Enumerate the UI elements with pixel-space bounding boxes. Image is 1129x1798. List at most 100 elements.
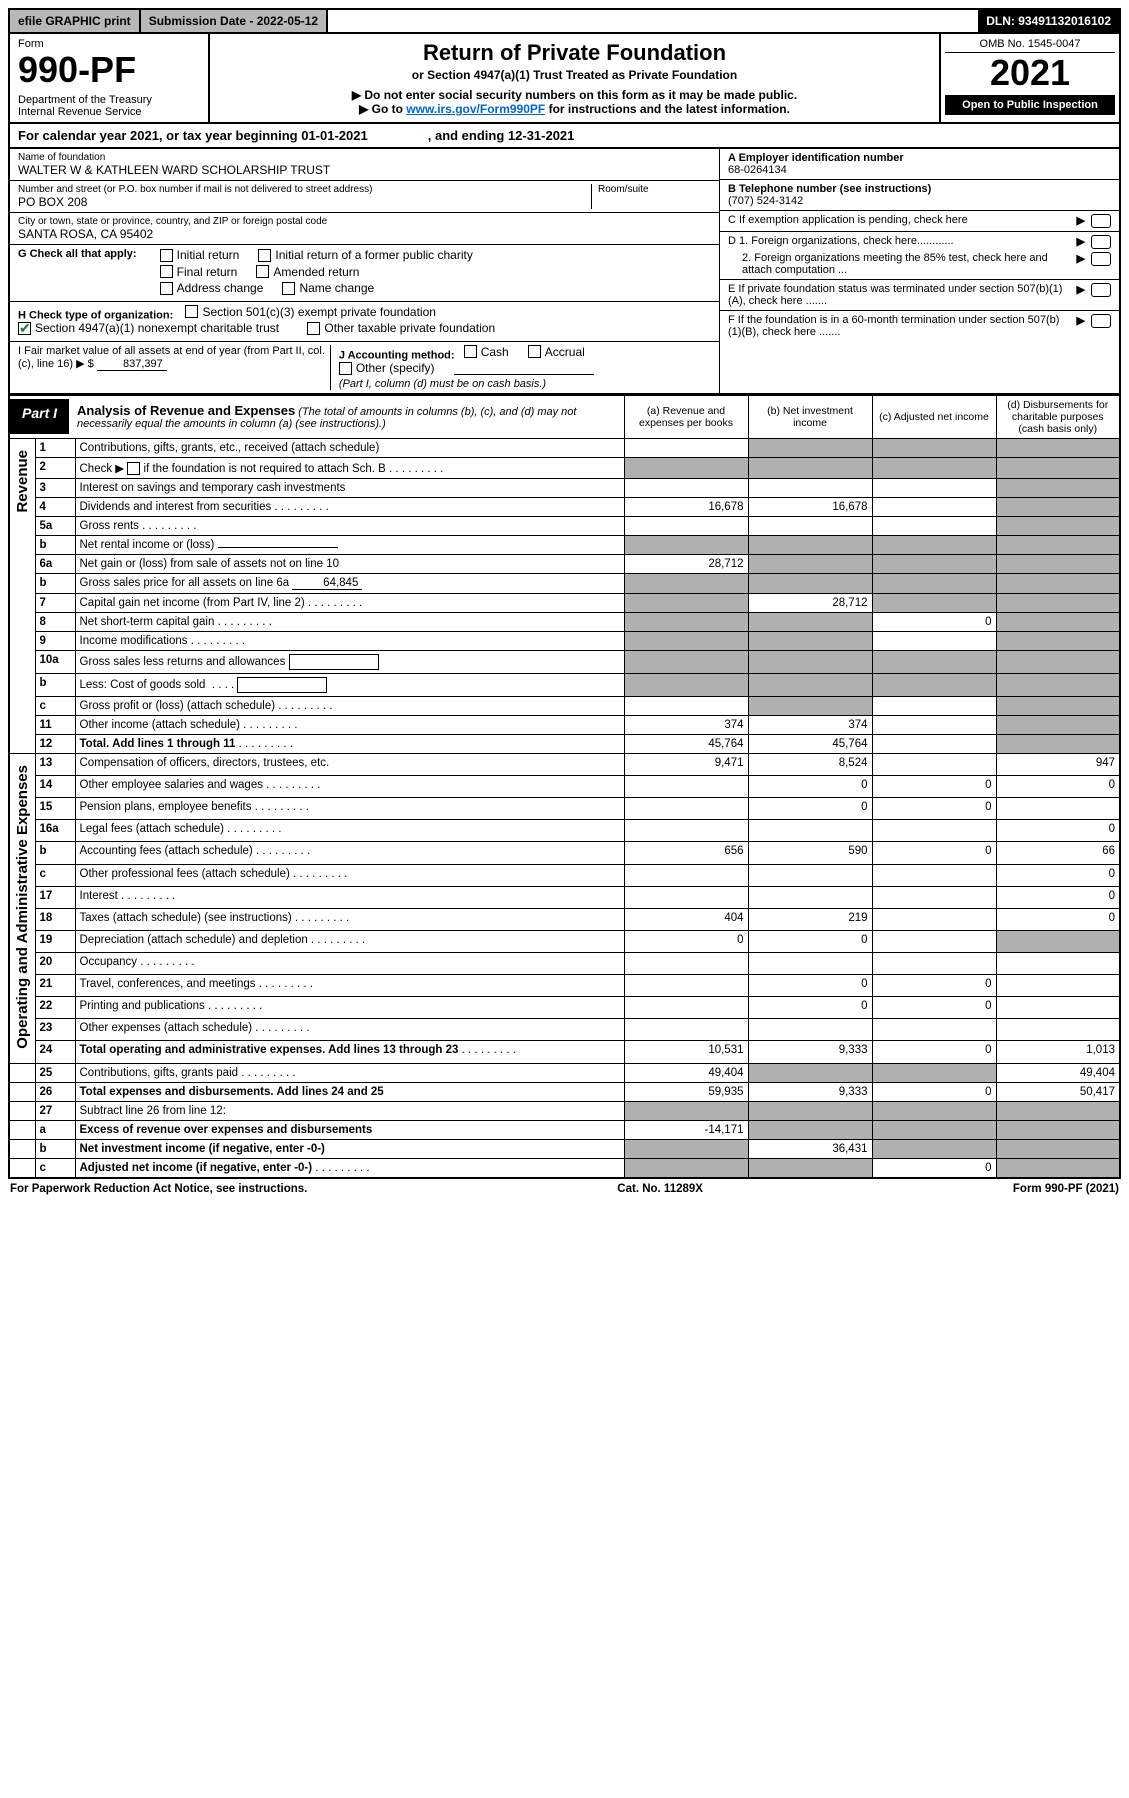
arrow-icon: ▶	[1077, 283, 1085, 296]
table-row: 5a Gross rents	[9, 516, 1120, 535]
line-13-col-d: 947	[996, 753, 1120, 775]
checkbox-other-method[interactable]	[339, 362, 352, 375]
checkbox-cash[interactable]	[464, 345, 477, 358]
col-b-header: (b) Net investment income	[748, 395, 872, 438]
line-18-desc: Taxes (attach schedule) (see instruction…	[75, 908, 624, 930]
opexp-section-label: Operating and Administrative Expenses	[9, 753, 35, 1063]
line-24-col-a: 10,531	[624, 1041, 748, 1063]
checkbox-501c3[interactable]	[185, 305, 198, 318]
table-row: 21 Travel, conferences, and meetings 0 0	[9, 975, 1120, 997]
line-4-col-b: 16,678	[748, 497, 872, 516]
arrow-icon: ▶	[1077, 235, 1085, 248]
table-row: 27 Subtract line 26 from line 12:	[9, 1101, 1120, 1120]
table-row: 10a Gross sales less returns and allowan…	[9, 650, 1120, 673]
form990pf-link[interactable]: www.irs.gov/Form990PF	[406, 102, 545, 116]
room-suite-label: Room/suite	[598, 184, 711, 195]
checkbox-final-return[interactable]	[160, 265, 173, 278]
table-row: b Accounting fees (attach schedule) 656 …	[9, 842, 1120, 864]
submission-date: Submission Date - 2022-05-12	[141, 10, 328, 32]
checkbox-initial-return[interactable]	[160, 249, 173, 262]
line-8-desc: Net short-term capital gain	[75, 612, 624, 631]
table-row: 26 Total expenses and disbursements. Add…	[9, 1082, 1120, 1101]
checkbox-name-change[interactable]	[282, 282, 295, 295]
line-13-desc: Compensation of officers, directors, tru…	[75, 753, 624, 775]
efile-graphic-print[interactable]: efile GRAPHIC print	[10, 10, 141, 32]
table-row: c Adjusted net income (if negative, ente…	[9, 1158, 1120, 1178]
e-row: E If private foundation status was termi…	[720, 280, 1119, 311]
calendar-year-row: For calendar year 2021, or tax year begi…	[8, 124, 1121, 149]
line-19-desc: Depreciation (attach schedule) and deple…	[75, 930, 624, 952]
line-16b-desc: Accounting fees (attach schedule)	[75, 842, 624, 864]
table-row: Revenue 1 Contributions, gifts, grants, …	[9, 438, 1120, 457]
line-25-col-d: 49,404	[996, 1063, 1120, 1082]
address-value: PO BOX 208	[18, 195, 591, 209]
line-12-col-b: 45,764	[748, 734, 872, 753]
checkbox-exemption-pending[interactable]	[1091, 214, 1111, 228]
line-5a-desc: Gross rents	[75, 516, 624, 535]
city-value: SANTA ROSA, CA 95402	[18, 227, 711, 241]
checkbox-other-taxable[interactable]	[307, 322, 320, 335]
instr-goto: ▶ Go to www.irs.gov/Form990PF for instru…	[220, 102, 929, 116]
header-left: Form 990-PF Department of the Treasury I…	[10, 34, 210, 122]
revenue-section-label: Revenue	[9, 438, 35, 753]
arrow-icon: ▶	[1077, 314, 1085, 327]
foundation-name: WALTER W & KATHLEEN WARD SCHOLARSHIP TRU…	[18, 163, 711, 177]
line-6b-value: 64,845	[292, 577, 362, 590]
checkbox-4947-trust[interactable]	[18, 322, 31, 335]
line-16c-col-d: 0	[996, 864, 1120, 886]
col-d-header: (d) Disbursements for charitable purpose…	[996, 395, 1120, 438]
c-label: C If exemption application is pending, c…	[728, 214, 1071, 226]
open-to-public: Open to Public Inspection	[945, 95, 1115, 115]
line-25-desc: Contributions, gifts, grants paid	[75, 1063, 624, 1082]
g-label: G Check all that apply:	[18, 248, 137, 260]
checkbox-accrual[interactable]	[528, 345, 541, 358]
e-label: E If private foundation status was termi…	[728, 283, 1071, 307]
table-row: 9 Income modifications	[9, 631, 1120, 650]
checkbox-85pct-test[interactable]	[1091, 252, 1111, 266]
arrow-icon: ▶	[1077, 252, 1085, 265]
line-20-desc: Occupancy	[75, 952, 624, 974]
line-26-col-a: 59,935	[624, 1082, 748, 1101]
d-row: D 1. Foreign organizations, check here..…	[720, 232, 1119, 280]
checkbox-initial-former[interactable]	[258, 249, 271, 262]
analysis-table: Part I Analysis of Revenue and Expenses …	[8, 395, 1121, 1179]
city-label: City or town, state or province, country…	[18, 216, 711, 227]
form-title: Return of Private Foundation	[220, 40, 929, 66]
header-right: OMB No. 1545-0047 2021 Open to Public In…	[939, 34, 1119, 122]
table-row: c Gross profit or (loss) (attach schedul…	[9, 696, 1120, 715]
foundation-name-row: Name of foundation WALTER W & KATHLEEN W…	[10, 149, 719, 181]
phone-row: B Telephone number (see instructions) (7…	[720, 180, 1119, 211]
table-row: Operating and Administrative Expenses 13…	[9, 753, 1120, 775]
checkbox-address-change[interactable]	[160, 282, 173, 295]
h-label: H Check type of organization:	[18, 309, 173, 321]
col-c-header: (c) Adjusted net income	[872, 395, 996, 438]
table-row: b Net investment income (if negative, en…	[9, 1139, 1120, 1158]
footer: For Paperwork Reduction Act Notice, see …	[8, 1179, 1121, 1195]
checkbox-sch-b[interactable]	[127, 462, 140, 475]
checkbox-507b1b[interactable]	[1091, 314, 1111, 328]
table-row: 15 Pension plans, employee benefits 0 0	[9, 798, 1120, 820]
form-number: 990-PF	[18, 52, 200, 88]
line-3-desc: Interest on savings and temporary cash i…	[75, 478, 624, 497]
line-22-col-c: 0	[872, 997, 996, 1019]
checkbox-amended-return[interactable]	[256, 265, 269, 278]
line-26-col-c: 0	[872, 1082, 996, 1101]
checkbox-foreign-org[interactable]	[1091, 235, 1111, 249]
dln: DLN: 93491132016102	[978, 10, 1119, 32]
line-15-col-b: 0	[748, 798, 872, 820]
phone-label: B Telephone number (see instructions)	[728, 183, 931, 195]
i-fmv-value: 837,397	[97, 358, 167, 371]
line-11-col-a: 374	[624, 715, 748, 734]
line-12-desc: Total. Add lines 1 through 11	[75, 734, 624, 753]
form-header: Form 990-PF Department of the Treasury I…	[8, 34, 1121, 124]
checkbox-507b1a[interactable]	[1091, 283, 1111, 297]
line-24-col-d: 1,013	[996, 1041, 1120, 1063]
line-27b-desc: Net investment income (if negative, ente…	[75, 1139, 624, 1158]
identity-grid: Name of foundation WALTER W & KATHLEEN W…	[8, 149, 1121, 395]
section-g-row: G Check all that apply: Initial return I…	[10, 245, 719, 302]
line-24-col-c: 0	[872, 1041, 996, 1063]
line-17-col-d: 0	[996, 886, 1120, 908]
table-row: 18 Taxes (attach schedule) (see instruct…	[9, 908, 1120, 930]
line-9-desc: Income modifications	[75, 631, 624, 650]
tax-year: 2021	[945, 53, 1115, 93]
